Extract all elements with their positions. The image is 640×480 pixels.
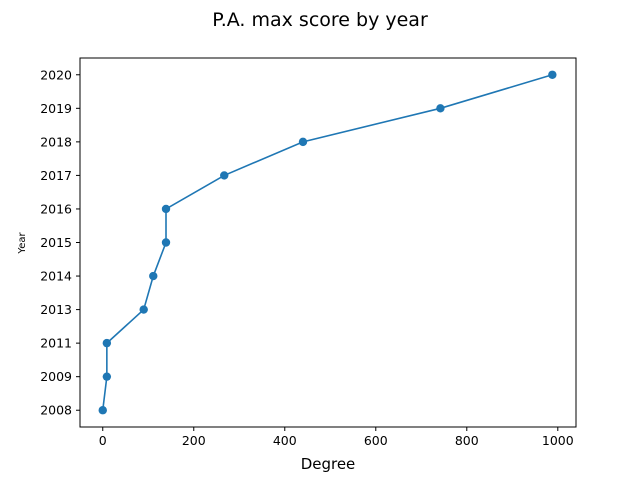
y-tick-label: 2009 [40, 369, 72, 384]
series-layer [98, 70, 557, 415]
y-tick-label: 2020 [40, 67, 72, 82]
x-tick-label: 400 [273, 433, 297, 448]
y-tick-label: 2017 [40, 168, 72, 183]
axes-frame [79, 57, 577, 428]
x-axis-label: Degree [301, 455, 356, 473]
data-point [298, 137, 308, 147]
plot-area: 0 200 400 600 800 1000 2008200920112013201420… [40, 57, 577, 448]
data-point [102, 372, 112, 381]
y-tick-label: 2015 [40, 235, 72, 250]
data-point [139, 305, 148, 314]
data-point [548, 70, 557, 79]
y-axis: 2008 2009 2011 2013 2014 2015 2016 2017 2018 2019… [40, 67, 80, 418]
data-point [161, 238, 171, 247]
y-tick-label: 2018 [40, 134, 72, 149]
y-tick-label: 2014 [40, 269, 72, 284]
x-tick-label: 0 [99, 433, 107, 448]
x-tick-label: 600 [364, 433, 388, 448]
data-point [436, 104, 445, 113]
data-point [102, 338, 112, 348]
y-tick-label: 2008 [40, 403, 72, 418]
x-axis: 0 200 400 600 800 1000 [99, 427, 574, 448]
y-tick-label: 2019 [40, 101, 72, 116]
y-axis-label: Year [17, 232, 28, 255]
data-point [220, 171, 229, 180]
data-point [149, 271, 158, 281]
y-tick-label: 2016 [40, 201, 72, 216]
data-point [98, 406, 107, 415]
y-tick-label: 2011 [40, 336, 72, 351]
x-tick-label: 1000 [542, 433, 574, 448]
y-tick-label: 2013 [40, 302, 72, 317]
data-point [161, 204, 171, 214]
x-tick-label: 200 [182, 433, 206, 448]
x-tick-label: 800 [455, 433, 479, 448]
chart-title: P.A. max score by year [212, 9, 428, 31]
